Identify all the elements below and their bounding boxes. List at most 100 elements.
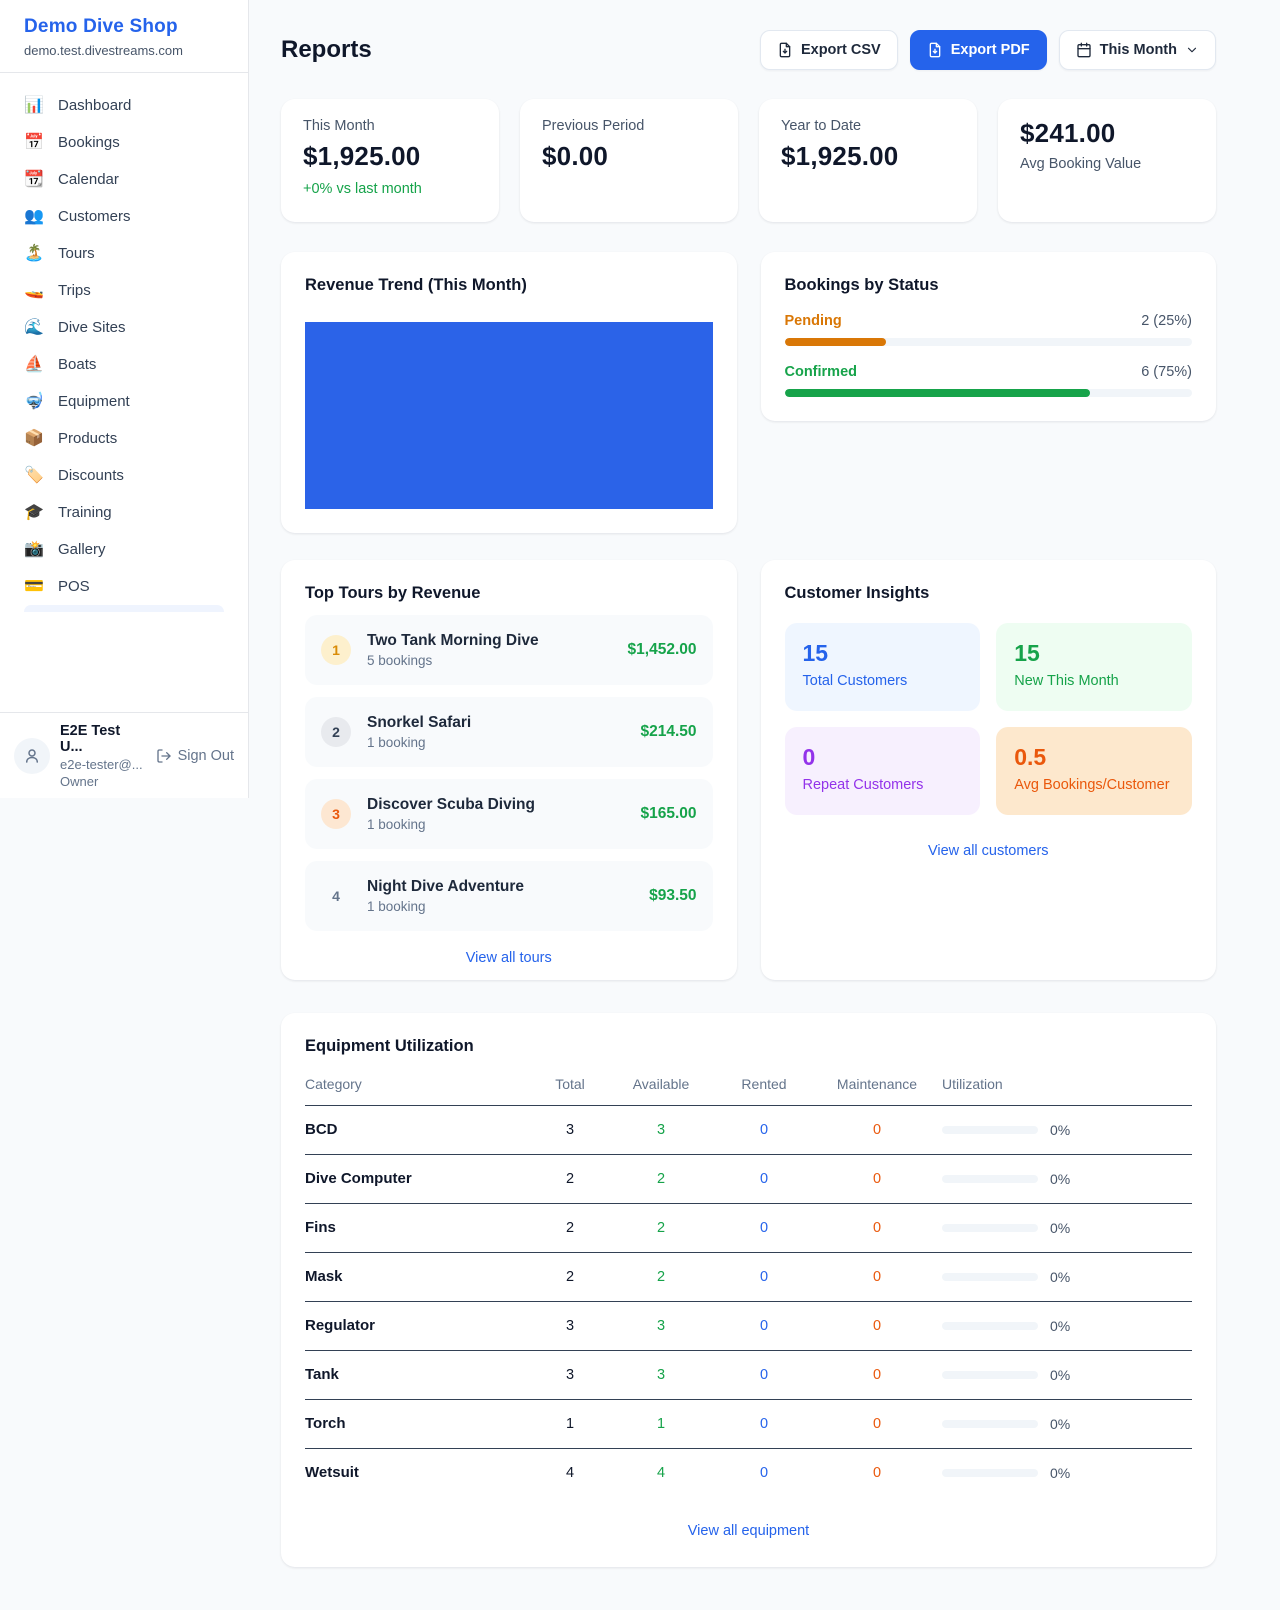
sidebar-item-boats[interactable]: ⛵ Boats — [12, 346, 236, 383]
dashboard-icon: 📊 — [24, 96, 44, 114]
available-cell: 4 — [656, 1464, 666, 1481]
sidebar-item-label: Products — [58, 430, 118, 447]
sidebar-item-calendar[interactable]: 📆 Calendar — [12, 161, 236, 198]
tour-name: Night Dive Adventure — [367, 878, 525, 895]
sidebar-item-label: Equipment — [58, 393, 130, 410]
list-item: 1 Two Tank Morning Dive 5 bookings $1,452… — [305, 615, 713, 685]
stat-delta: +0% vs last month — [303, 181, 422, 197]
tour-bookings: 5 bookings — [367, 653, 433, 668]
sidebar-item-label: Calendar — [58, 171, 119, 188]
person-icon — [26, 748, 38, 763]
category-cell: Dive Computer — [305, 1170, 412, 1187]
utilization-track — [942, 1223, 1038, 1232]
sidebar-item-label: Bookings — [58, 134, 120, 151]
utilization-pct: 0% — [1050, 1121, 1071, 1138]
sidebar-item-customers[interactable]: 👥 Customers — [12, 198, 236, 235]
status-label: Pending — [784, 313, 842, 329]
tour-bookings: 1 booking — [367, 735, 426, 750]
sidebar-item-tours[interactable]: 🏝️ Tours — [12, 235, 236, 272]
export-pdf-button[interactable]: Export PDF — [909, 30, 1047, 70]
stat-card-year-to-date: Year to Date $1,925.00 — [759, 99, 977, 222]
equipment-utilization-title: Equipment Utilization — [305, 1037, 474, 1055]
sidebar-item-gallery[interactable]: 📸 Gallery — [12, 531, 236, 568]
tile-value: 15 — [802, 640, 829, 666]
tile-label: Total Customers — [802, 673, 908, 689]
sidebar-item-products[interactable]: 📦 Products — [12, 420, 236, 457]
sign-out-button[interactable]: Sign Out — [156, 748, 234, 764]
period-label: This Month — [1099, 42, 1177, 58]
total-cell: 2 — [565, 1219, 575, 1236]
view-all-customers-link[interactable]: View all customers — [927, 843, 1049, 859]
progress-track — [784, 389, 1192, 397]
available-cell: 3 — [656, 1366, 666, 1383]
stats-row: This Month $1,925.00 +0% vs last month P… — [281, 99, 1216, 222]
rented-cell: 0 — [759, 1366, 769, 1383]
available-cell: 2 — [656, 1219, 666, 1236]
stat-card-previous-period: Previous Period $0.00 — [520, 99, 738, 222]
sidebar-item-equipment[interactable]: 🤿 Equipment — [12, 383, 236, 420]
utilization-pct: 0% — [1050, 1415, 1071, 1432]
column-header: Maintenance — [836, 1076, 918, 1092]
utilization-cell: 0% — [942, 1416, 1192, 1432]
view-all-equipment-link[interactable]: View all equipment — [687, 1523, 810, 1539]
maintenance-cell: 0 — [872, 1415, 882, 1432]
table-row: Regulator 3 3 0 0 0% — [305, 1302, 1192, 1351]
package-icon: 📦 — [24, 429, 44, 447]
utilization-pct: 0% — [1050, 1170, 1071, 1187]
utilization-track — [942, 1125, 1038, 1134]
tile-total-customers: 15 Total Customers — [784, 623, 981, 711]
equipment-table: Category Total Available Rented Maintena… — [305, 1076, 1192, 1497]
status-count: 2 (25%) — [1141, 313, 1192, 329]
sidebar-item-reports-partial[interactable] — [24, 605, 224, 612]
user-info: E2E Test U... e2e-tester@... Owner — [60, 723, 146, 789]
island-icon: 🏝️ — [24, 244, 44, 262]
stat-label: Previous Period — [542, 118, 645, 134]
sidebar-item-trips[interactable]: 🚤 Trips — [12, 272, 236, 309]
table-header-row: Category Total Available Rented Maintena… — [305, 1076, 1192, 1106]
tour-amount: $1,452.00 — [627, 641, 697, 658]
utilization-cell: 0% — [942, 1269, 1192, 1285]
tour-amount: $165.00 — [640, 805, 697, 822]
category-cell: Tank — [305, 1366, 339, 1383]
utilization-pct: 0% — [1050, 1317, 1071, 1334]
period-dropdown[interactable]: This Month — [1058, 30, 1216, 70]
sidebar-item-discounts[interactable]: 🏷️ Discounts — [12, 457, 236, 494]
user-footer: E2E Test U... e2e-tester@... Owner Sign … — [0, 712, 248, 798]
file-download-icon — [779, 42, 791, 58]
maintenance-cell: 0 — [872, 1121, 882, 1138]
total-cell: 3 — [565, 1317, 575, 1334]
charts-row: Revenue Trend (This Month) Bookings by S… — [281, 252, 1216, 533]
customers-icon: 👥 — [24, 207, 44, 225]
sidebar-item-label: Dive Sites — [58, 319, 126, 336]
user-name: E2E Test U... — [60, 722, 121, 755]
progress-fill — [784, 389, 1091, 397]
sidebar-item-dashboard[interactable]: 📊 Dashboard — [12, 87, 236, 124]
page-header: Reports Export CSV Export PDF This Month — [281, 30, 1216, 70]
sidebar: Demo Dive Shop demo.test.divestreams.com… — [0, 0, 249, 798]
table-row: Dive Computer 2 2 0 0 0% — [305, 1155, 1192, 1204]
utilization-cell: 0% — [942, 1318, 1192, 1334]
shop-name: Demo Dive Shop — [24, 16, 178, 37]
rented-cell: 0 — [759, 1121, 769, 1138]
bookings-by-status-title: Bookings by Status — [784, 276, 939, 294]
utilization-pct: 0% — [1050, 1464, 1071, 1481]
maintenance-cell: 0 — [872, 1366, 882, 1383]
sidebar-item-label: Dashboard — [58, 97, 132, 114]
table-row: Tank 3 3 0 0 0% — [305, 1351, 1192, 1400]
tile-label: Avg Bookings/Customer — [1014, 777, 1170, 793]
wave-icon: 🌊 — [24, 318, 44, 336]
calendar-icon: 📆 — [24, 170, 44, 188]
export-csv-button[interactable]: Export CSV — [759, 30, 898, 70]
rented-cell: 0 — [759, 1268, 769, 1285]
sidebar-item-dive-sites[interactable]: 🌊 Dive Sites — [12, 309, 236, 346]
sidebar-item-pos[interactable]: 💳 POS — [12, 568, 236, 605]
camera-icon: 📸 — [24, 540, 44, 558]
view-all-tours-link[interactable]: View all tours — [465, 950, 552, 966]
rank-badge: 2 — [321, 717, 351, 747]
list-item: 4 Night Dive Adventure 1 booking $93.50 — [305, 861, 713, 931]
bookings-by-status-card: Bookings by Status Pending 2 (25%) Confi… — [760, 252, 1216, 421]
table-row: Torch 1 1 0 0 0% — [305, 1400, 1192, 1449]
sidebar-item-training[interactable]: 🎓 Training — [12, 494, 236, 531]
sidebar-item-label: Boats — [58, 356, 97, 373]
sidebar-item-bookings[interactable]: 📅 Bookings — [12, 124, 236, 161]
